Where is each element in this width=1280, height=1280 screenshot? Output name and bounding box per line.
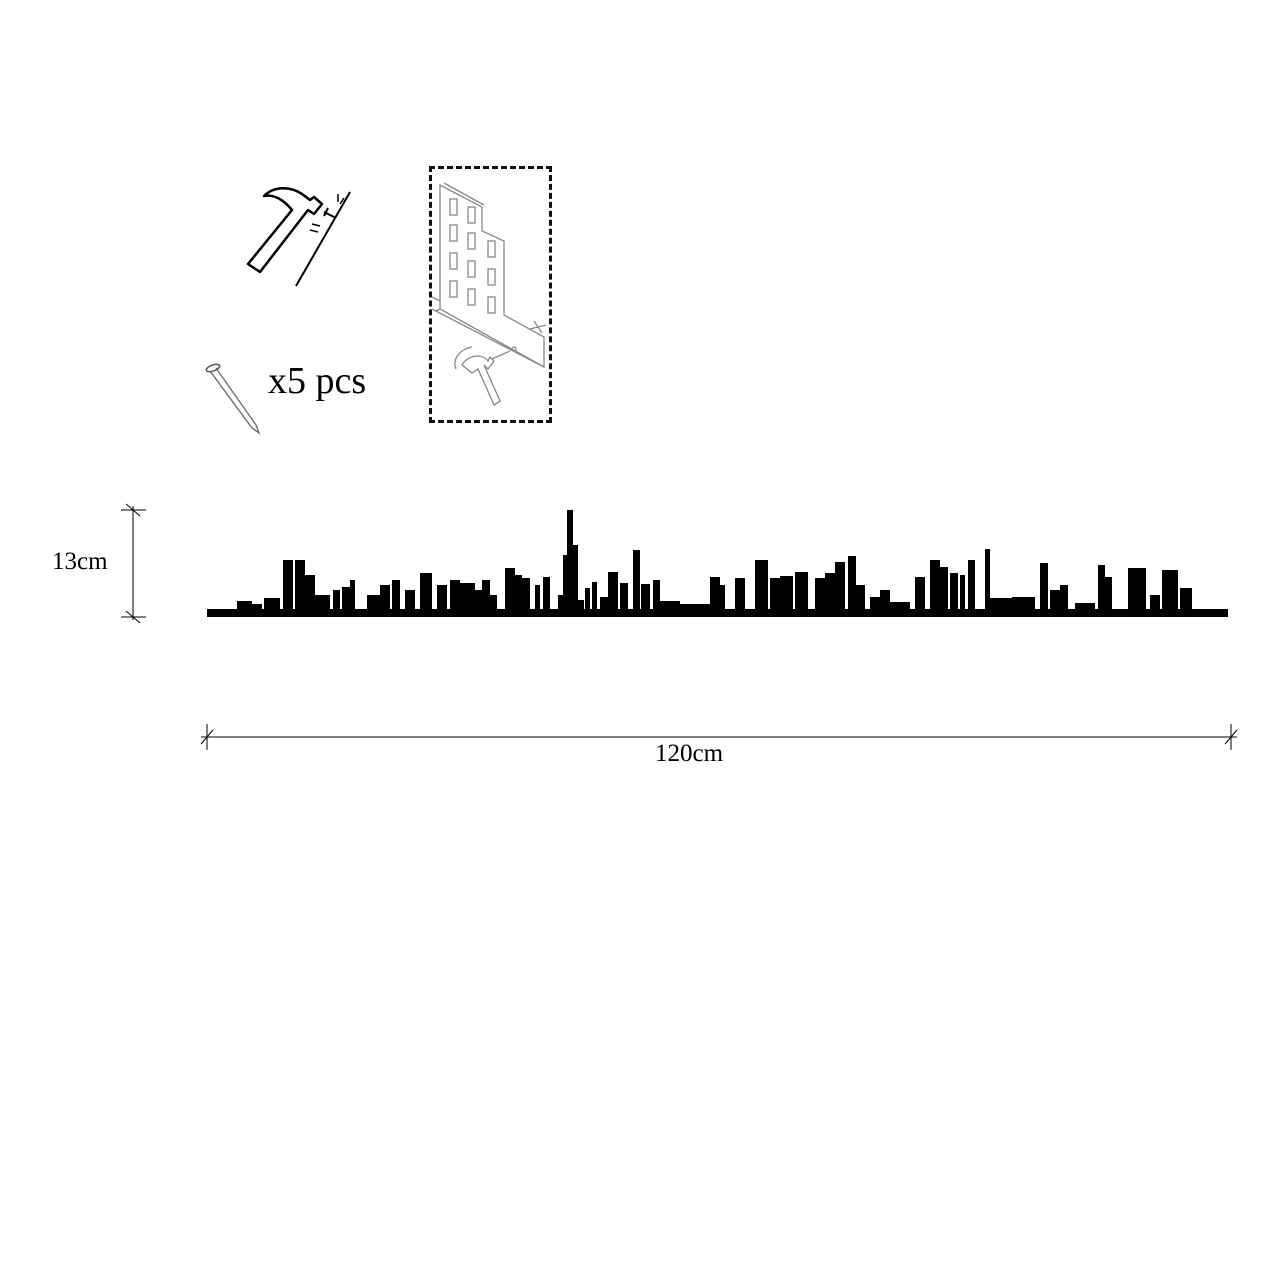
- nail-icon: [205, 363, 261, 435]
- skyline-building: [522, 578, 530, 610]
- window-icon: [487, 296, 496, 314]
- skyline-building: [450, 580, 460, 610]
- skyline-building: [437, 585, 447, 610]
- skyline-building: [795, 572, 808, 610]
- skyline-building: [305, 575, 315, 610]
- height-dimension-line: [121, 503, 146, 624]
- skyline-building: [720, 585, 725, 610]
- skyline-building: [870, 597, 880, 610]
- skyline-building: [600, 597, 608, 610]
- width-dimension-line: [200, 724, 1238, 750]
- skyline-building: [1105, 577, 1112, 610]
- skyline-building: [1162, 570, 1178, 610]
- skyline-building: [835, 562, 845, 610]
- skyline-building: [558, 595, 563, 610]
- skyline-building: [780, 576, 793, 610]
- skyline-building: [543, 577, 550, 610]
- skyline-building: [1012, 597, 1035, 610]
- skyline-building: [880, 590, 890, 610]
- skyline-building: [482, 580, 490, 610]
- skyline-building: [1180, 588, 1192, 610]
- skyline-building: [856, 585, 865, 610]
- skyline-base-bar: [207, 609, 1228, 617]
- skyline-building: [755, 560, 768, 610]
- skyline-building: [735, 578, 745, 610]
- window-icon: [449, 252, 458, 270]
- window-icon: [467, 288, 476, 306]
- skyline-building: [1098, 565, 1105, 610]
- skyline-building: [563, 555, 567, 610]
- skyline-building: [1040, 563, 1048, 610]
- skyline-building: [1075, 603, 1095, 610]
- skyline-building: [490, 595, 497, 610]
- skyline-building: [633, 550, 640, 610]
- skyline-building: [660, 601, 680, 610]
- skyline-building: [252, 604, 262, 610]
- skyline-building: [573, 545, 578, 610]
- skyline-building: [460, 583, 475, 610]
- skyline-building: [940, 567, 948, 610]
- window-icon: [467, 206, 476, 224]
- skyline-building: [641, 584, 650, 610]
- installation-illustration: [429, 166, 552, 423]
- skyline-building: [585, 588, 590, 610]
- skyline-building: [405, 590, 415, 610]
- skyline-building: [890, 602, 910, 610]
- skyline-building: [825, 573, 837, 610]
- skyline-building: [960, 575, 965, 610]
- skyline-building: [968, 560, 975, 610]
- skyline-building: [620, 583, 628, 610]
- skyline-building: [475, 590, 483, 610]
- skyline-building: [535, 585, 540, 610]
- skyline-building: [1060, 585, 1068, 610]
- skyline-building: [392, 580, 400, 610]
- skyline-building: [985, 549, 990, 610]
- window-icon: [487, 268, 496, 286]
- wall-mount-installation-icon: [432, 182, 547, 406]
- skyline-building: [770, 578, 780, 610]
- skyline-building: [1128, 568, 1146, 610]
- nail-quantity-label: x5 pcs: [268, 360, 367, 402]
- skyline-building: [1150, 595, 1160, 610]
- window-icon: [449, 280, 458, 298]
- skyline-building: [350, 580, 355, 610]
- skyline-building: [515, 575, 522, 610]
- skyline-building: [264, 598, 280, 610]
- skyline-building: [915, 577, 925, 610]
- width-label: 120cm: [655, 740, 724, 767]
- skyline-building: [567, 510, 573, 610]
- skyline-building: [608, 572, 618, 610]
- skyline-building: [930, 560, 940, 610]
- skyline-building: [380, 585, 390, 610]
- skyline-building: [1000, 598, 1012, 610]
- skyline-building: [710, 577, 720, 610]
- skyline-building: [295, 560, 305, 610]
- window-icon: [467, 260, 476, 278]
- window-icon: [467, 232, 476, 250]
- hammer-icon: [246, 187, 351, 287]
- skyline-building: [505, 568, 515, 610]
- skyline-building: [315, 595, 330, 610]
- skyline-building: [342, 587, 350, 610]
- height-label: 13cm: [52, 548, 108, 575]
- skyline-building: [990, 598, 1000, 610]
- skyline-building: [1050, 590, 1060, 610]
- skyline-building: [950, 573, 958, 610]
- skyline-building: [592, 582, 597, 610]
- skyline-building: [367, 595, 380, 610]
- city-skyline-silhouette: [207, 510, 1228, 617]
- window-icon: [449, 224, 458, 242]
- skyline-building: [653, 580, 660, 610]
- skyline-building: [333, 590, 340, 610]
- skyline-building: [283, 560, 293, 610]
- skyline-building: [680, 604, 710, 610]
- skyline-building: [237, 601, 252, 610]
- skyline-building: [578, 600, 584, 610]
- window-icon: [487, 240, 496, 258]
- skyline-building: [848, 556, 856, 610]
- skyline-building: [815, 578, 825, 610]
- skyline-building: [420, 573, 432, 610]
- window-icon: [449, 198, 458, 216]
